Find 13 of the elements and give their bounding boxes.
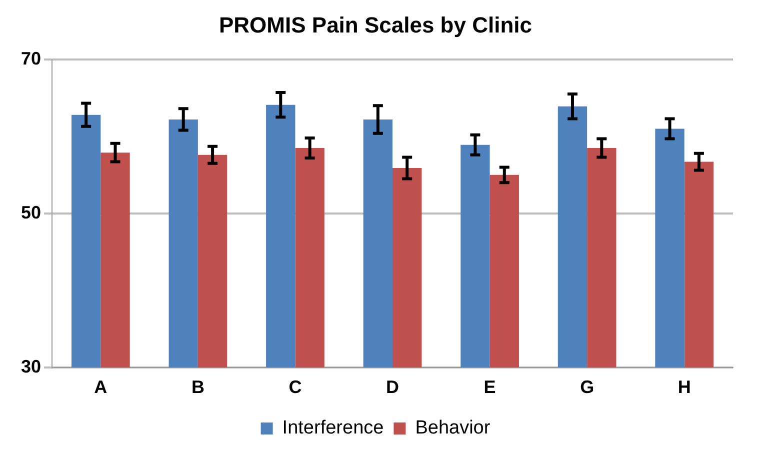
y-tick-label: 30: [20, 356, 42, 376]
x-tick-label: E: [484, 377, 496, 398]
x-tick-label: C: [288, 377, 302, 398]
x-tick-label: B: [191, 377, 204, 398]
x-tick-label: H: [678, 377, 691, 398]
x-tick-label: A: [94, 377, 108, 398]
x-tick-label: D: [386, 377, 400, 398]
legend-label: Interference: [282, 418, 384, 439]
x-tick-label: G: [580, 377, 594, 398]
chart-title: PROMIS Pain Scales by Clinic: [219, 12, 532, 38]
y-tick-label: 70: [20, 48, 42, 68]
y-tick-label: 50: [20, 202, 42, 222]
legend-label: Behavior: [415, 418, 491, 439]
